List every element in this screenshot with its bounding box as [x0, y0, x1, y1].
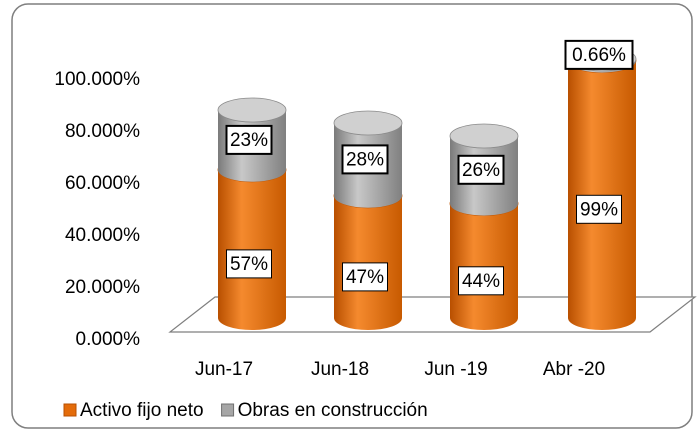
- data-label-box: [564, 39, 634, 70]
- cylinder-segment: [567, 48, 637, 330]
- data-label: 44%: [462, 271, 500, 292]
- data-label-box: [342, 262, 388, 292]
- data-label: 26%: [462, 160, 500, 181]
- data-label-box: [226, 249, 272, 279]
- data-label: 0.66%: [572, 45, 626, 66]
- data-label: 47%: [346, 267, 384, 288]
- data-label-box: [458, 266, 504, 296]
- legend-label: Obras en construcción: [238, 400, 428, 421]
- legend-swatch: [63, 403, 77, 417]
- y-tick-label: 80.000%: [65, 121, 140, 142]
- data-label-box: [341, 144, 389, 175]
- cylinder-segment: [217, 157, 287, 330]
- data-label-box: [457, 154, 505, 185]
- data-label-box: [225, 124, 273, 155]
- data-label: 23%: [230, 130, 268, 151]
- y-tick-label: 60.000%: [65, 173, 140, 194]
- x-tick-label: Jun-17: [195, 359, 253, 380]
- data-label-box: [576, 194, 622, 224]
- x-tick-label: Abr -20: [543, 359, 605, 380]
- x-tick-label: Jun -19: [424, 359, 487, 380]
- cylinder-top: [449, 123, 519, 149]
- y-tick-label: 40.000%: [65, 225, 140, 246]
- y-tick-label: 100.000%: [54, 69, 140, 90]
- y-tick-label: 20.000%: [65, 277, 140, 298]
- data-label: 99%: [580, 199, 618, 220]
- legend-label: Activo fijo neto: [80, 400, 204, 421]
- cylinder-top: [333, 110, 403, 136]
- data-label: 28%: [346, 149, 384, 170]
- x-tick-label: Jun-18: [311, 359, 369, 380]
- cylinder-top: [217, 97, 287, 123]
- data-label: 57%: [230, 254, 268, 275]
- legend-swatch: [221, 403, 235, 417]
- floor: [168, 296, 697, 333]
- y-tick-label: 0.000%: [76, 329, 141, 350]
